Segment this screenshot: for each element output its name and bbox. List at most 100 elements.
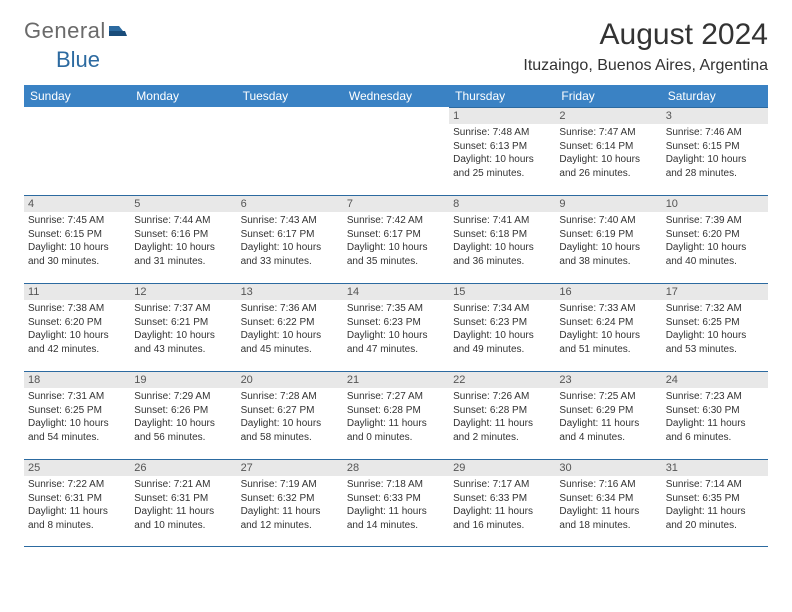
daylight-line: Daylight: 10 hours and 36 minutes.: [453, 241, 551, 268]
sunrise-line: Sunrise: 7:44 AM: [134, 214, 232, 228]
calendar-cell: 31Sunrise: 7:14 AMSunset: 6:35 PMDayligh…: [662, 459, 768, 547]
day-number: 30: [555, 460, 661, 476]
cell-inner: 15Sunrise: 7:34 AMSunset: 6:23 PMDayligh…: [449, 283, 555, 371]
calendar-row: 11Sunrise: 7:38 AMSunset: 6:20 PMDayligh…: [24, 283, 768, 371]
day-details: Sunrise: 7:27 AMSunset: 6:28 PMDaylight:…: [347, 390, 445, 444]
day-details: Sunrise: 7:18 AMSunset: 6:33 PMDaylight:…: [347, 478, 445, 532]
day-header-row: Sunday Monday Tuesday Wednesday Thursday…: [24, 85, 768, 107]
sunset-line: Sunset: 6:13 PM: [453, 140, 551, 154]
calendar-cell: [24, 107, 130, 195]
calendar-cell: 24Sunrise: 7:23 AMSunset: 6:30 PMDayligh…: [662, 371, 768, 459]
cell-inner: 4Sunrise: 7:45 AMSunset: 6:15 PMDaylight…: [24, 195, 130, 283]
daylight-line: Daylight: 11 hours and 16 minutes.: [453, 505, 551, 532]
sunrise-line: Sunrise: 7:42 AM: [347, 214, 445, 228]
day-details: Sunrise: 7:22 AMSunset: 6:31 PMDaylight:…: [28, 478, 126, 532]
sunset-line: Sunset: 6:15 PM: [28, 228, 126, 242]
calendar-cell: 5Sunrise: 7:44 AMSunset: 6:16 PMDaylight…: [130, 195, 236, 283]
day-number: 22: [449, 372, 555, 388]
sunrise-line: Sunrise: 7:22 AM: [28, 478, 126, 492]
cell-inner: 9 Sunrise: 7:40 AMSunset: 6:19 PMDaylight…: [555, 195, 661, 283]
sunrise-line: Sunrise: 7:18 AM: [347, 478, 445, 492]
sunrise-line: Sunrise: 7:25 AM: [559, 390, 657, 404]
sunrise-line: Sunrise: 7:46 AM: [666, 126, 764, 140]
calendar-cell: 11Sunrise: 7:38 AMSunset: 6:20 PMDayligh…: [24, 283, 130, 371]
sunset-line: Sunset: 6:33 PM: [347, 492, 445, 506]
day-header: Monday: [130, 85, 236, 107]
daylight-line: Daylight: 10 hours and 42 minutes.: [28, 329, 126, 356]
day-details: Sunrise: 7:43 AMSunset: 6:17 PMDaylight:…: [241, 214, 339, 268]
calendar-cell: 28Sunrise: 7:18 AMSunset: 6:33 PMDayligh…: [343, 459, 449, 547]
day-details: Sunrise: 7:47 AMSunset: 6:14 PMDaylight:…: [559, 126, 657, 180]
sunset-line: Sunset: 6:35 PM: [666, 492, 764, 506]
sunset-line: Sunset: 6:26 PM: [134, 404, 232, 418]
calendar-cell: 22Sunrise: 7:26 AMSunset: 6:28 PMDayligh…: [449, 371, 555, 459]
cell-inner: 14Sunrise: 7:35 AMSunset: 6:23 PMDayligh…: [343, 283, 449, 371]
cell-inner: 2Sunrise: 7:47 AMSunset: 6:14 PMDaylight…: [555, 107, 661, 195]
sunrise-line: Sunrise: 7:47 AM: [559, 126, 657, 140]
cell-inner: [237, 107, 343, 195]
day-number: 27: [237, 460, 343, 476]
calendar-cell: [130, 107, 236, 195]
day-number: 4: [24, 196, 130, 212]
cell-inner: 28Sunrise: 7:18 AMSunset: 6:33 PMDayligh…: [343, 459, 449, 547]
calendar-cell: 30Sunrise: 7:16 AMSunset: 6:34 PMDayligh…: [555, 459, 661, 547]
cell-inner: 19Sunrise: 7:29 AMSunset: 6:26 PMDayligh…: [130, 371, 236, 459]
cell-inner: 23Sunrise: 7:25 AMSunset: 6:29 PMDayligh…: [555, 371, 661, 459]
sunset-line: Sunset: 6:24 PM: [559, 316, 657, 330]
sunset-line: Sunset: 6:30 PM: [666, 404, 764, 418]
sunset-line: Sunset: 6:19 PM: [559, 228, 657, 242]
day-number: 6: [237, 196, 343, 212]
calendar-cell: 19Sunrise: 7:29 AMSunset: 6:26 PMDayligh…: [130, 371, 236, 459]
sunset-line: Sunset: 6:14 PM: [559, 140, 657, 154]
cell-inner: 3Sunrise: 7:46 AMSunset: 6:15 PMDaylight…: [662, 107, 768, 195]
day-number: 16: [555, 284, 661, 300]
day-header: Saturday: [662, 85, 768, 107]
day-details: Sunrise: 7:17 AMSunset: 6:33 PMDaylight:…: [453, 478, 551, 532]
day-details: Sunrise: 7:21 AMSunset: 6:31 PMDaylight:…: [134, 478, 232, 532]
day-details: Sunrise: 7:34 AMSunset: 6:23 PMDaylight:…: [453, 302, 551, 356]
calendar-row: 25Sunrise: 7:22 AMSunset: 6:31 PMDayligh…: [24, 459, 768, 547]
calendar-cell: 8Sunrise: 7:41 AMSunset: 6:18 PMDaylight…: [449, 195, 555, 283]
sunrise-line: Sunrise: 7:39 AM: [666, 214, 764, 228]
daylight-line: Daylight: 10 hours and 26 minutes.: [559, 153, 657, 180]
calendar-cell: 3Sunrise: 7:46 AMSunset: 6:15 PMDaylight…: [662, 107, 768, 195]
calendar-cell: [343, 107, 449, 195]
daylight-line: Daylight: 11 hours and 14 minutes.: [347, 505, 445, 532]
day-number: 11: [24, 284, 130, 300]
daylight-line: Daylight: 10 hours and 38 minutes.: [559, 241, 657, 268]
cell-inner: 20Sunrise: 7:28 AMSunset: 6:27 PMDayligh…: [237, 371, 343, 459]
calendar-cell: 16 Sunrise: 7:33 AMSunset: 6:24 PMDayligh…: [555, 283, 661, 371]
daylight-line: Daylight: 11 hours and 12 minutes.: [241, 505, 339, 532]
day-number: 9: [555, 196, 661, 212]
sunset-line: Sunset: 6:34 PM: [559, 492, 657, 506]
day-details: Sunrise: 7:23 AMSunset: 6:30 PMDaylight:…: [666, 390, 764, 444]
day-details: Sunrise: 7:25 AMSunset: 6:29 PMDaylight:…: [559, 390, 657, 444]
calendar-row: 18Sunrise: 7:31 AMSunset: 6:25 PMDayligh…: [24, 371, 768, 459]
cell-inner: 11Sunrise: 7:38 AMSunset: 6:20 PMDayligh…: [24, 283, 130, 371]
cell-inner: 18Sunrise: 7:31 AMSunset: 6:25 PMDayligh…: [24, 371, 130, 459]
calendar-cell: 25Sunrise: 7:22 AMSunset: 6:31 PMDayligh…: [24, 459, 130, 547]
sunset-line: Sunset: 6:25 PM: [666, 316, 764, 330]
sunrise-line: Sunrise: 7:19 AM: [241, 478, 339, 492]
calendar-cell: 15Sunrise: 7:34 AMSunset: 6:23 PMDayligh…: [449, 283, 555, 371]
sunset-line: Sunset: 6:21 PM: [134, 316, 232, 330]
sunset-line: Sunset: 6:16 PM: [134, 228, 232, 242]
daylight-line: Daylight: 11 hours and 4 minutes.: [559, 417, 657, 444]
sunrise-line: Sunrise: 7:40 AM: [559, 214, 657, 228]
day-details: Sunrise: 7:35 AMSunset: 6:23 PMDaylight:…: [347, 302, 445, 356]
cell-inner: [24, 107, 130, 195]
cell-inner: 8Sunrise: 7:41 AMSunset: 6:18 PMDaylight…: [449, 195, 555, 283]
day-details: Sunrise: 7:42 AMSunset: 6:17 PMDaylight:…: [347, 214, 445, 268]
daylight-line: Daylight: 10 hours and 54 minutes.: [28, 417, 126, 444]
daylight-line: Daylight: 10 hours and 49 minutes.: [453, 329, 551, 356]
brand-part2-wrap: Blue: [56, 47, 792, 73]
daylight-line: Daylight: 10 hours and 40 minutes.: [666, 241, 764, 268]
day-details: Sunrise: 7:33 AMSunset: 6:24 PMDaylight:…: [559, 302, 657, 356]
sunset-line: Sunset: 6:20 PM: [28, 316, 126, 330]
calendar-row: 4Sunrise: 7:45 AMSunset: 6:15 PMDaylight…: [24, 195, 768, 283]
day-details: Sunrise: 7:44 AMSunset: 6:16 PMDaylight:…: [134, 214, 232, 268]
sunset-line: Sunset: 6:20 PM: [666, 228, 764, 242]
sunset-line: Sunset: 6:31 PM: [134, 492, 232, 506]
sunrise-line: Sunrise: 7:16 AM: [559, 478, 657, 492]
day-details: Sunrise: 7:41 AMSunset: 6:18 PMDaylight:…: [453, 214, 551, 268]
